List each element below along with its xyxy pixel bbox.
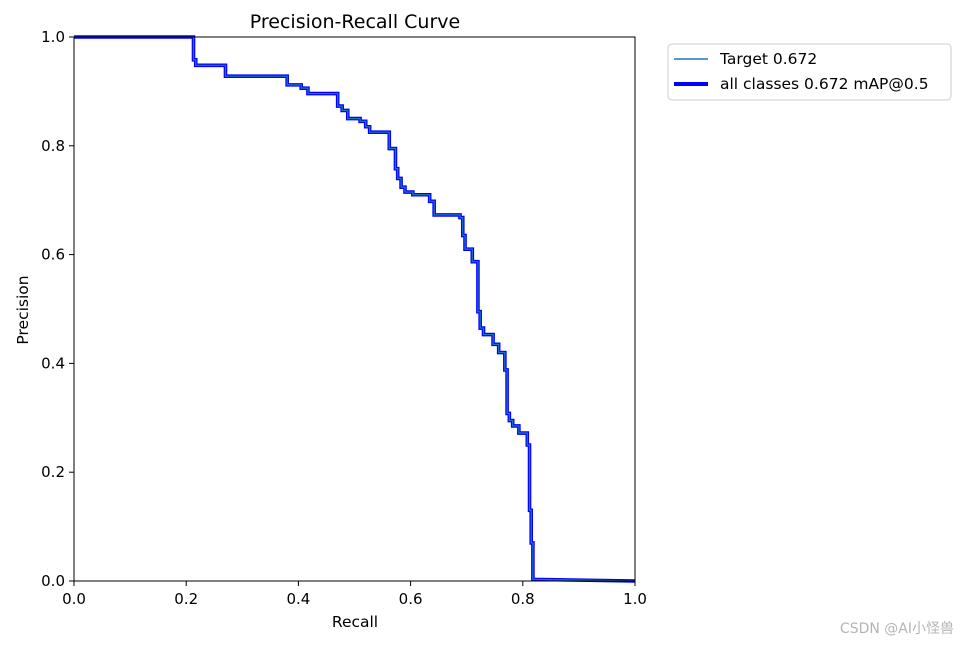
x-tick-label: 0.2	[174, 590, 198, 608]
x-tick-label: 0.0	[62, 590, 86, 608]
x-tick-label: 0.4	[286, 590, 310, 608]
x-tick-label: 0.8	[511, 590, 535, 608]
plot-frame	[73, 36, 636, 582]
series-line-target	[74, 36, 636, 582]
y-axis: 0.0 0.2 0.4 0.6 0.8 1.0	[41, 28, 74, 590]
y-tick-label: 0.4	[41, 354, 65, 372]
y-tick-label: 0.2	[41, 463, 65, 481]
y-tick-label: 0.6	[41, 246, 65, 264]
y-axis-label: Precision	[14, 275, 32, 344]
plot-area	[73, 35, 636, 583]
plot-background	[74, 37, 635, 581]
series-layer	[74, 35, 636, 583]
y-tick-label: 1.0	[41, 28, 65, 46]
legend-label-target: Target 0.672	[719, 50, 817, 68]
x-axis-label: Recall	[332, 613, 378, 631]
y-tick-label: 0.8	[41, 137, 65, 155]
chart-title: Precision-Recall Curve	[250, 11, 460, 33]
legend-box	[667, 43, 952, 101]
x-axis: 0.0 0.2 0.4 0.6 0.8 1.0	[62, 581, 647, 608]
legend-label-all-classes: all classes 0.672 mAP@0.5	[720, 75, 929, 93]
y-tick-label: 0.0	[41, 572, 65, 590]
watermark: CSDN @AI小怪兽	[839, 621, 954, 637]
x-tick-label: 1.0	[623, 590, 647, 608]
legend: Target 0.672 all classes 0.672 mAP@0.5	[667, 43, 952, 101]
x-tick-label: 0.6	[399, 590, 423, 608]
